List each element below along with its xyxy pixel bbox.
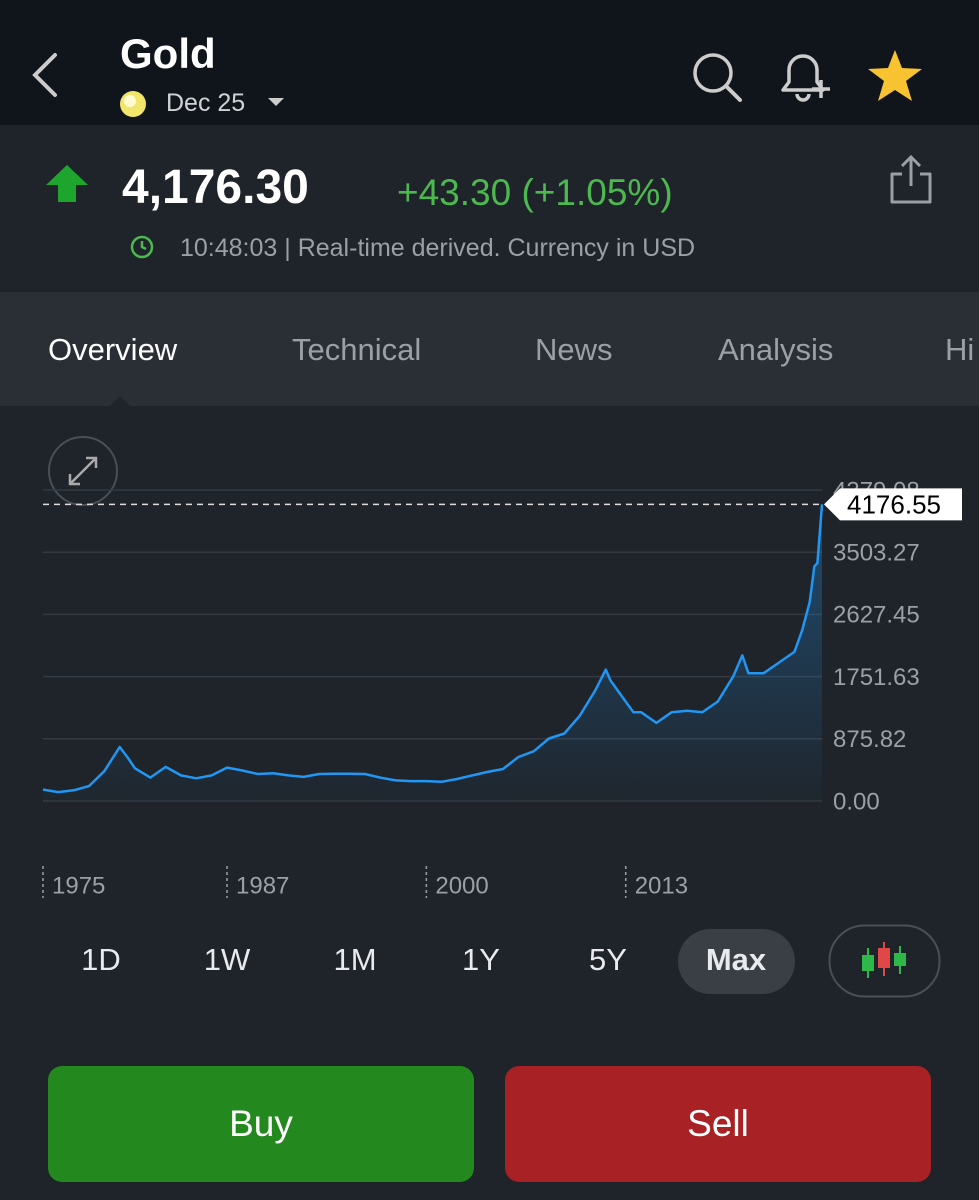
contract-label[interactable]: Dec 25 (166, 89, 246, 117)
back-button[interactable] (25, 50, 65, 100)
tab-bar (0, 292, 979, 406)
expand-icon (68, 456, 98, 486)
buy-button[interactable]: Buy (48, 1066, 474, 1182)
y-tick-label: 3503.27 (833, 540, 920, 567)
sell-label: Sell (687, 1103, 749, 1144)
favorite-star[interactable] (866, 48, 924, 104)
share-icon[interactable] (888, 154, 934, 206)
range-button[interactable]: 5Y (589, 942, 627, 977)
coin-icon (120, 91, 146, 117)
expand-button[interactable] (48, 436, 118, 506)
active-range-pill (678, 929, 795, 994)
range-button[interactable]: 1D (81, 942, 121, 977)
price-change: +43.30 (+1.05%) (397, 172, 673, 213)
price: 4,176.30 (122, 161, 309, 214)
buy-label: Buy (229, 1103, 293, 1144)
range-button[interactable]: 1M (333, 942, 377, 977)
quote-panel (0, 127, 979, 290)
dropdown-caret[interactable] (266, 96, 286, 108)
y-tick-label: 875.82 (833, 726, 906, 753)
up-arrow (46, 165, 88, 202)
chart-type-button[interactable] (828, 924, 941, 998)
last-price-label: 4176.55 (847, 489, 941, 519)
time-note: 10:48:03 | Real-time derived. Currency i… (180, 234, 696, 262)
range-button[interactable]: Max (705, 942, 767, 977)
sell-button[interactable]: Sell (505, 1066, 931, 1182)
tab[interactable]: Technical (292, 332, 422, 367)
instrument-title: Gold (120, 30, 216, 77)
x-tick-label: 2013 (635, 872, 688, 899)
tab[interactable]: Analysis (718, 332, 834, 367)
chart: 0.00875.821751.632627.453503.274379.0819… (42, 436, 962, 899)
clock-icon (130, 235, 154, 259)
y-tick-label: 2627.45 (833, 602, 920, 629)
x-tick-label: 1975 (52, 872, 105, 899)
y-tick-label: 0.00 (833, 788, 880, 815)
tab[interactable]: News (535, 332, 613, 367)
x-tick-label: 2000 (435, 872, 488, 899)
range-button[interactable]: 1Y (462, 942, 500, 977)
price-line (42, 504, 824, 794)
last-price-box (824, 488, 962, 521)
range-button[interactable]: 1W (203, 942, 251, 977)
y-tick-label: 1751.63 (833, 664, 920, 691)
area (43, 504, 822, 801)
tab[interactable]: Hi (945, 332, 975, 367)
search-icon[interactable] (690, 50, 745, 105)
tab-indicator (108, 396, 132, 408)
x-tick-label: 1987 (236, 872, 289, 899)
tab[interactable]: Overview (48, 332, 178, 367)
alert-icon[interactable] (775, 48, 835, 103)
